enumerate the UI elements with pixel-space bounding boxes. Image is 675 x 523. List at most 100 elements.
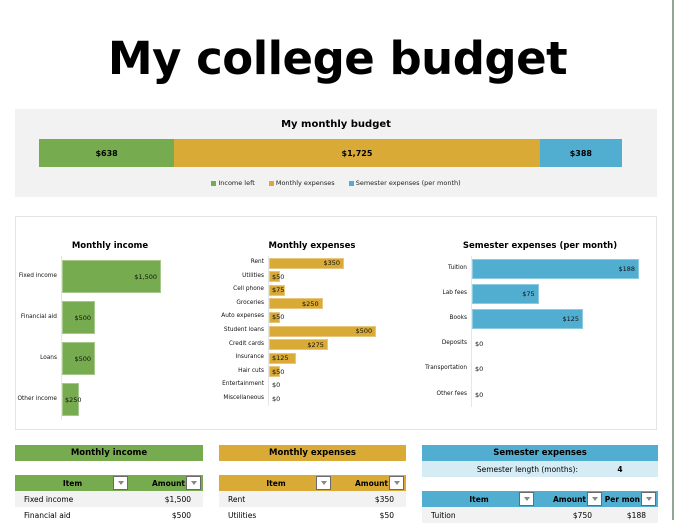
chevron-down-icon [645, 497, 652, 501]
category-label: Loans [40, 354, 57, 361]
column-header-amount[interactable]: Amount [333, 475, 406, 491]
bar-student-loans[interactable] [269, 325, 377, 337]
category-label: Miscellaneous [223, 395, 264, 401]
bar-tuition[interactable] [472, 258, 639, 279]
legend-label: Income left [218, 179, 255, 187]
bar-value-label: $50 [272, 313, 285, 322]
column-header-per-mon[interactable]: Per mon [604, 491, 658, 507]
bar-value-label: $50 [272, 272, 285, 281]
column-header-amount[interactable]: Amount [536, 491, 604, 507]
charts-panel[interactable]: Monthly income Fixed income $1,500 Financia… [15, 216, 657, 430]
bar-value-label: $125 [272, 354, 289, 363]
column-header-item[interactable]: Item [15, 475, 130, 491]
table-row[interactable]: Tuition $750 $188 [422, 507, 658, 523]
item-cell: Tuition [431, 510, 456, 520]
category-label: Utilities [242, 272, 264, 279]
chevron-down-icon [393, 481, 400, 485]
legend-swatch-icon [211, 180, 217, 186]
chevron-down-icon [117, 481, 124, 485]
amount-cell: $50 [379, 510, 394, 520]
filter-dropdown-button[interactable] [389, 476, 404, 490]
filter-dropdown-button[interactable] [113, 476, 128, 490]
amount-cell: $750 [572, 510, 592, 520]
table-row[interactable]: Financial aid $500 [15, 507, 203, 523]
category-label: Other fees [436, 390, 468, 397]
column-header-label: Item [266, 478, 286, 488]
bar-value-label: $500 [74, 313, 91, 322]
bar-credit-cards[interactable] [269, 339, 328, 351]
category-label: Cell phone [233, 286, 264, 293]
category-label: Other income [17, 395, 57, 402]
bar-auto-expenses[interactable] [269, 311, 280, 323]
column-header-amount[interactable]: Amount [130, 475, 203, 491]
amount-cell: $188 [626, 510, 646, 520]
bar-value-label: $275 [307, 340, 324, 349]
stacked-bar-segment-3[interactable]: $388 [539, 139, 622, 167]
table-row[interactable]: Utilities $50 [219, 507, 406, 523]
chart-axis-line [471, 255, 472, 408]
item-cell: Fixed income [24, 494, 74, 504]
table-row[interactable]: Fixed income $1,500 [15, 491, 203, 507]
bar-value-label: $0 [272, 395, 281, 403]
legend-label: Monthly expenses [275, 179, 335, 187]
bar-value-label: $500 [355, 327, 373, 335]
table-row[interactable]: Rent $350 [219, 491, 406, 507]
filter-dropdown-button[interactable] [186, 476, 201, 490]
item-cell: Rent [228, 494, 246, 504]
bar-value-label: $75 [522, 289, 535, 298]
filter-dropdown-button[interactable] [641, 492, 656, 506]
bar-insurance[interactable] [269, 352, 296, 364]
bar-utilities[interactable] [269, 271, 280, 283]
bar-rent[interactable] [269, 257, 344, 269]
category-label: Insurance [235, 354, 264, 361]
column-header-item[interactable]: Item [219, 475, 333, 491]
category-label: Financial aid [20, 313, 57, 320]
filter-dropdown-button[interactable] [587, 492, 602, 506]
table-banner-semester: Semester expenses [422, 445, 658, 461]
bar-cell-phone[interactable] [269, 284, 286, 296]
bar-value-label: $0 [475, 340, 484, 349]
legend-item: Semester expenses (per month) [348, 179, 461, 187]
chart-title: Monthly expenses [268, 241, 356, 251]
bar-loans[interactable] [62, 342, 95, 375]
bar-other-income[interactable] [62, 383, 79, 416]
semester-length-row: Semester length (months): 4 [422, 461, 658, 477]
column-header-item[interactable]: Item [422, 491, 536, 507]
category-label: Tuition [447, 264, 467, 271]
table-banner-income: Monthly income [15, 445, 203, 461]
bar-value-label: $75 [272, 286, 285, 295]
bar-fixed-income[interactable] [62, 260, 161, 293]
table-header-row: Item Amount [15, 475, 203, 491]
legend-label: Semester expenses (per month) [355, 179, 461, 187]
column-header-label: Amount [354, 478, 388, 488]
bar-value-label: $125 [562, 314, 580, 323]
chevron-down-icon [591, 497, 598, 501]
bar-value-label: $1,500 [134, 272, 157, 281]
filter-dropdown-button[interactable] [316, 476, 331, 490]
bar-value-label: $250 [302, 299, 319, 308]
category-label: Student loans [223, 327, 264, 333]
bar-hair-cuts[interactable] [269, 366, 280, 378]
bar-lab-fees[interactable] [472, 283, 539, 304]
chart-title: Monthly income [71, 241, 149, 251]
monthly-budget-chart[interactable]: My monthly budget Income left Monthly exp… [15, 109, 657, 197]
item-cell: Utilities [228, 510, 257, 520]
stacked-bar-segment-2[interactable]: $1,725 [174, 139, 540, 167]
table-banner-expenses: Monthly expenses [219, 445, 406, 461]
category-label: Transportation [425, 365, 467, 372]
bar-financial-aid[interactable] [62, 301, 95, 334]
stacked-bar-segment-1[interactable]: $638 [39, 139, 175, 167]
filter-dropdown-button[interactable] [519, 492, 534, 506]
category-label: Deposits [441, 340, 467, 347]
column-header-label: Amount [151, 478, 185, 488]
legend-item: Income left [211, 179, 255, 187]
column-header-label: Item [469, 494, 489, 504]
chart-axis-line [61, 256, 62, 420]
page-title: My college budget [107, 32, 568, 85]
bar-value-label: $188 [618, 264, 635, 273]
bar-groceries[interactable] [269, 298, 323, 310]
semester-length-input[interactable]: 4 [617, 464, 623, 474]
chart-legend: Income left Monthly expenses Semester expe… [15, 179, 657, 187]
category-label: Credit cards [229, 340, 264, 347]
bar-books[interactable] [472, 308, 584, 329]
